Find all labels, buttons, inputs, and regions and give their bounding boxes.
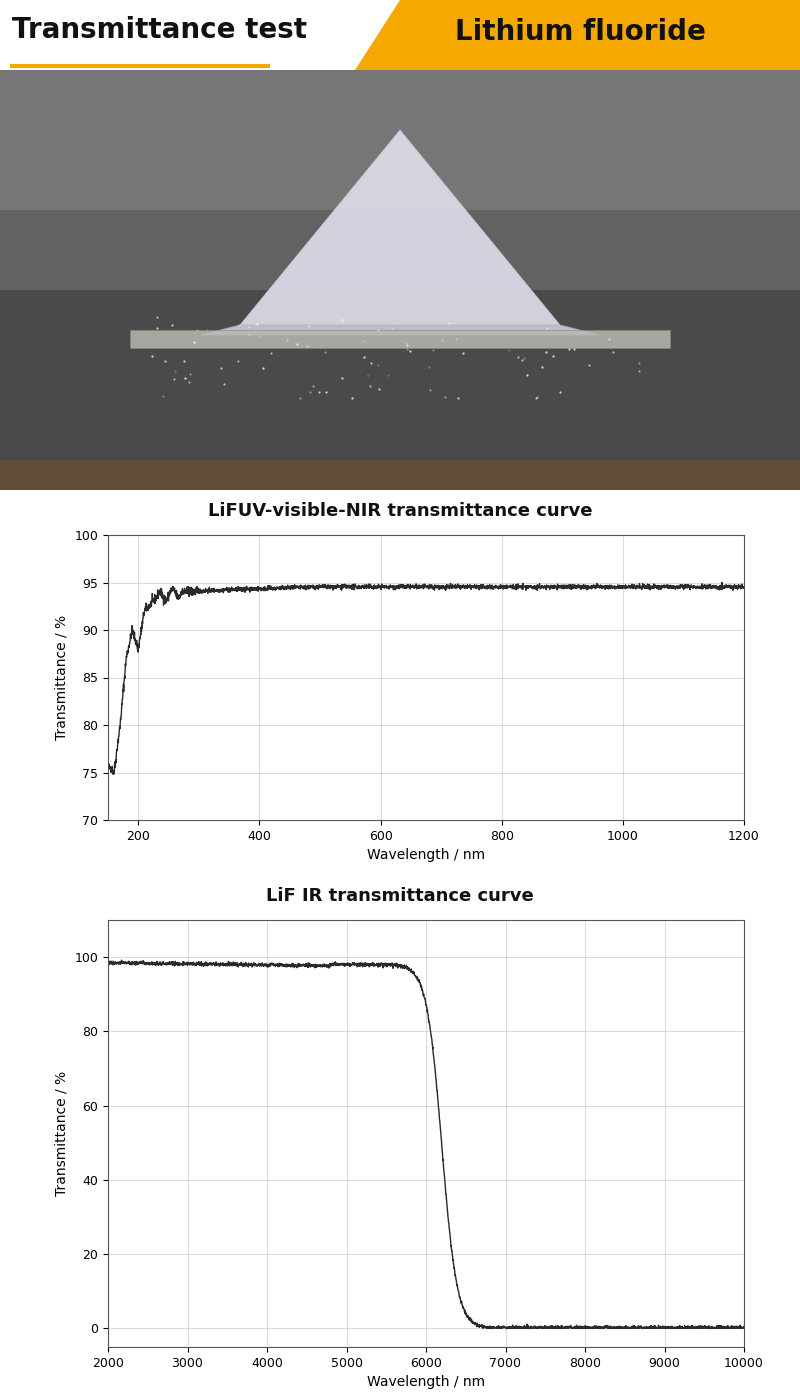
- Polygon shape: [240, 130, 560, 325]
- Text: Lithium fluoride: Lithium fluoride: [454, 18, 706, 46]
- Text: LiF IR transmittance curve: LiF IR transmittance curve: [266, 887, 534, 905]
- Y-axis label: Transmittance / %: Transmittance / %: [55, 616, 69, 740]
- Polygon shape: [200, 325, 600, 334]
- Y-axis label: Transmittance / %: Transmittance / %: [55, 1072, 69, 1196]
- Polygon shape: [355, 0, 800, 70]
- Text: Transmittance test: Transmittance test: [12, 15, 307, 43]
- Bar: [0, 460, 800, 490]
- X-axis label: Wavelength / nm: Wavelength / nm: [367, 1375, 485, 1389]
- Polygon shape: [0, 70, 800, 210]
- X-axis label: Wavelength / nm: Wavelength / nm: [367, 848, 485, 862]
- Bar: [0, 290, 800, 490]
- Bar: [130, 330, 670, 348]
- Text: LiFUV-visible-NIR transmittance curve: LiFUV-visible-NIR transmittance curve: [208, 501, 592, 519]
